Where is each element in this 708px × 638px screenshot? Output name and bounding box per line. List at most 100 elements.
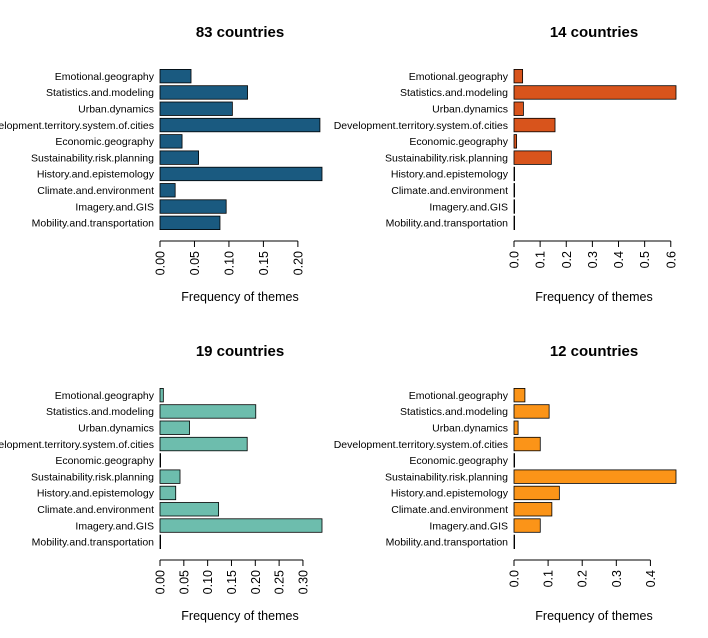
x-tick-label: 0.1: [542, 570, 556, 587]
category-label: Urban.dynamics: [78, 422, 154, 434]
x-axis-label: Frequency of themes: [181, 290, 298, 304]
category-label: Economic.geography: [55, 455, 154, 467]
x-tick-label: 0.0: [508, 570, 522, 587]
category-label: Statistics.and.modeling: [400, 406, 508, 418]
category-label: Economic.geography: [55, 136, 154, 148]
category-label: Climate.and.environment: [391, 185, 508, 197]
x-axis-label: Frequency of themes: [535, 290, 652, 304]
x-tick-label: 0.20: [291, 251, 305, 275]
category-label: Climate.and.environment: [37, 504, 154, 516]
category-label: Development.territory.system.of.cities: [0, 439, 154, 451]
bar: [513, 117, 556, 133]
bar: [159, 183, 176, 198]
category-label: Imagery.and.GIS: [429, 201, 508, 213]
category-label: Urban.dynamics: [78, 103, 154, 115]
x-tick-label: 0.25: [273, 570, 287, 594]
category-label: Emotional.geography: [409, 71, 509, 83]
bar: [159, 404, 257, 419]
chart-title: 83 countries: [196, 24, 284, 41]
category-label: Imagery.and.GIS: [429, 520, 508, 532]
x-tick-label: 0.3: [586, 251, 600, 268]
bar: [159, 502, 220, 517]
x-axis-label: Frequency of themes: [181, 609, 298, 623]
category-label: Economic.geography: [409, 136, 508, 148]
category-label: Urban.dynamics: [432, 103, 508, 115]
category-label: Sustainability.risk.planning: [385, 152, 508, 164]
bar: [159, 85, 248, 100]
bar: [513, 453, 516, 468]
category-label: Development.territory.system.of.cities: [0, 120, 154, 132]
category-label: History.and.epistemology: [391, 488, 509, 500]
bar: [513, 199, 516, 214]
chart-title: 19 countries: [196, 343, 284, 360]
bar: [159, 436, 248, 452]
x-tick-label: 0.20: [249, 570, 263, 594]
bar: [513, 485, 560, 501]
x-tick-label: 0.0: [508, 251, 522, 268]
x-tick-label: 0.05: [188, 251, 202, 275]
x-tick-label: 0.4: [612, 251, 626, 268]
category-label: Climate.and.environment: [391, 504, 508, 516]
bar: [159, 387, 164, 403]
category-label: History.and.epistemology: [391, 169, 509, 181]
category-label: Statistics.and.modeling: [46, 87, 154, 99]
x-tick-label: 0.15: [225, 570, 239, 594]
chart-title: 14 countries: [550, 24, 638, 41]
x-tick-label: 0.10: [201, 570, 215, 594]
x-tick-label: 0.10: [222, 251, 236, 275]
bar: [513, 420, 519, 435]
x-tick-label: 0.15: [257, 251, 271, 275]
x-tick-label: 0.2: [576, 570, 590, 587]
category-label: Emotional.geography: [409, 390, 509, 402]
bar: [159, 215, 221, 231]
bar: [513, 518, 541, 533]
bar: [513, 183, 516, 198]
category-label: Mobility.and.transportation: [32, 537, 155, 549]
chart-title: 12 countries: [550, 343, 638, 360]
x-tick-label: 0.3: [610, 570, 624, 587]
category-label: Imagery.and.GIS: [75, 201, 154, 213]
chart-panel-3: 19 countries Emotional.geography Statistic…: [0, 343, 323, 623]
bar: [513, 101, 524, 116]
bar: [513, 404, 550, 419]
category-label: History.and.epistemology: [37, 488, 155, 500]
bar: [513, 469, 677, 484]
bar: [159, 150, 199, 165]
chart-panel-2: 14 countries Emotional.geography Statistic…: [334, 24, 679, 304]
bar: [513, 85, 677, 100]
category-label: Emotional.geography: [55, 390, 155, 402]
category-label: Sustainability.risk.planning: [31, 471, 154, 483]
category-label: Sustainability.risk.planning: [31, 152, 154, 164]
chart-panel-1: 83 countries Emotional.geography Statistic…: [0, 24, 323, 304]
bar: [159, 101, 233, 116]
bar: [513, 387, 526, 403]
category-label: Climate.and.environment: [37, 185, 154, 197]
bar: [513, 436, 541, 452]
bar: [159, 199, 227, 214]
category-label: Imagery.and.GIS: [75, 520, 154, 532]
bar: [159, 69, 192, 84]
bar: [159, 518, 323, 533]
category-label: Mobility.and.transportation: [386, 218, 509, 230]
category-label: Development.territory.system.of.cities: [334, 439, 508, 451]
category-label: Development.territory.system.of.cities: [334, 120, 508, 132]
x-tick-label: 0.6: [664, 251, 678, 268]
bar: [513, 502, 553, 517]
bar: [159, 166, 323, 182]
category-label: Urban.dynamics: [432, 422, 508, 434]
x-tick-label: 0.00: [154, 570, 168, 594]
x-axis-label: Frequency of themes: [535, 609, 652, 623]
bar: [159, 134, 183, 149]
category-label: Mobility.and.transportation: [386, 537, 509, 549]
bar: [513, 150, 552, 165]
x-tick-label: 0.2: [560, 251, 574, 268]
category-label: Economic.geography: [409, 455, 508, 467]
bar: [513, 69, 524, 84]
bar: [159, 534, 162, 549]
x-tick-label: 0.1: [534, 251, 548, 268]
category-label: Statistics.and.modeling: [400, 87, 508, 99]
category-label: Emotional.geography: [55, 71, 155, 83]
bar: [513, 534, 516, 549]
chart-panel-4: 12 countries Emotional.geography Statistic…: [334, 343, 677, 623]
